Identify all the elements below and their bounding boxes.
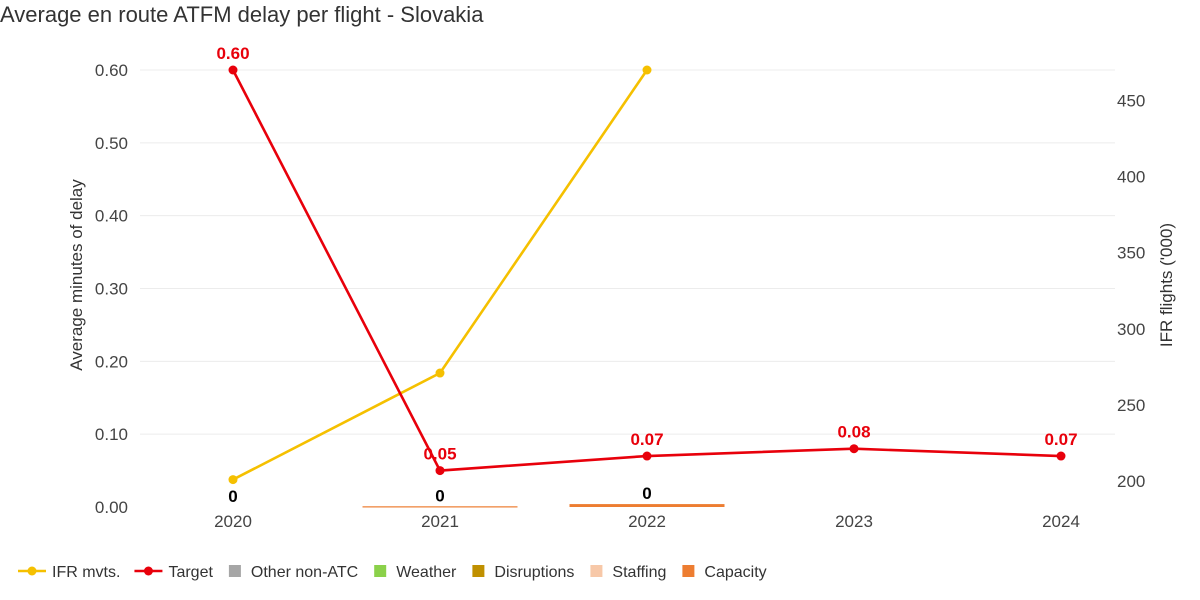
bar-capacity bbox=[569, 504, 725, 507]
y2-tick-label: 350 bbox=[1117, 244, 1145, 263]
legend-item-ifr-mvts[interactable]: IFR mvts. bbox=[18, 564, 120, 581]
point-target bbox=[642, 451, 652, 461]
legend-label: IFR mvts. bbox=[52, 564, 120, 581]
legend-item-disruptions[interactable]: Disruptions bbox=[472, 564, 574, 581]
y2-tick-label: 400 bbox=[1117, 168, 1145, 187]
legend-swatch-marker bbox=[143, 566, 153, 576]
y-axis-title: Average minutes of delay bbox=[67, 179, 86, 371]
y2-tick-label: 300 bbox=[1117, 320, 1145, 339]
target-value-label: 0.07 bbox=[630, 430, 663, 449]
y-tick-label: 0.00 bbox=[95, 498, 128, 517]
line-target bbox=[231, 69, 1062, 472]
legend[interactable]: IFR mvts. Target Other non-ATC Weather Disru… bbox=[18, 564, 767, 581]
x-tick-label: 2022 bbox=[628, 512, 666, 531]
bar-total-label: 0 bbox=[642, 484, 651, 503]
legend-swatch-box bbox=[472, 565, 485, 577]
x-tick-label: 2020 bbox=[214, 512, 252, 531]
legend-label: Weather bbox=[396, 564, 457, 581]
x-tick-label: 2021 bbox=[421, 512, 459, 531]
point-ifr-mvts bbox=[435, 368, 445, 378]
axes: 0.00 0.10 0.20 0.30 0.40 0.50 0.60 200 250 300 350… bbox=[67, 61, 1176, 531]
y-tick-label: 0.30 bbox=[95, 280, 128, 299]
point-ifr-mvts bbox=[642, 65, 652, 75]
target-value-label: 0.60 bbox=[216, 44, 249, 63]
legend-swatch-box bbox=[682, 565, 695, 577]
y2-axis-title: IFR flights ('000) bbox=[1157, 223, 1176, 347]
bar-total-label: 0 bbox=[228, 487, 237, 506]
legend-label: Target bbox=[168, 564, 213, 581]
point-target bbox=[435, 466, 445, 476]
legend-item-target[interactable]: Target bbox=[134, 564, 213, 581]
y2-tick-label: 250 bbox=[1117, 396, 1145, 415]
bar-total-label: 0 bbox=[435, 486, 444, 505]
y2-tick-label: 200 bbox=[1117, 472, 1145, 491]
x-tick-label: 2023 bbox=[835, 512, 873, 531]
y-tick-label: 0.10 bbox=[95, 425, 128, 444]
point-target bbox=[849, 444, 859, 454]
y-tick-label: 0.60 bbox=[95, 61, 128, 80]
data-labels: 0 0 0 0.60 0.05 0.07 0.08 0.07 bbox=[216, 44, 1077, 506]
legend-swatch-box bbox=[374, 565, 387, 577]
legend-item-capacity[interactable]: Capacity bbox=[682, 564, 767, 581]
legend-label: Disruptions bbox=[494, 564, 574, 581]
bar-capacity bbox=[362, 506, 518, 508]
point-target bbox=[1056, 451, 1066, 461]
line-ifr-mvts bbox=[232, 69, 649, 481]
target-value-label: 0.07 bbox=[1044, 430, 1077, 449]
x-tick-label: 2024 bbox=[1042, 512, 1080, 531]
point-target bbox=[228, 65, 238, 75]
y-tick-label: 0.50 bbox=[95, 134, 128, 153]
target-value-label: 0.08 bbox=[837, 423, 870, 442]
legend-label: Capacity bbox=[704, 564, 766, 581]
y-tick-label: 0.20 bbox=[95, 352, 128, 371]
point-ifr-mvts bbox=[228, 475, 238, 485]
legend-item-staffing[interactable]: Staffing bbox=[590, 564, 666, 581]
legend-swatch-box bbox=[590, 565, 603, 577]
chart-title: Average en route ATFM delay per flight -… bbox=[0, 2, 484, 27]
legend-swatch-box bbox=[228, 565, 241, 577]
legend-label: Other non-ATC bbox=[251, 564, 358, 581]
y-tick-label: 0.40 bbox=[95, 207, 128, 226]
legend-swatch-marker bbox=[27, 566, 37, 576]
bar-series bbox=[362, 504, 725, 508]
line-series bbox=[228, 65, 1066, 485]
target-value-label: 0.05 bbox=[423, 445, 456, 464]
legend-item-weather[interactable]: Weather bbox=[374, 564, 457, 581]
gridlines bbox=[140, 69, 1115, 435]
y2-tick-label: 450 bbox=[1117, 91, 1145, 110]
legend-label: Staffing bbox=[612, 564, 666, 581]
legend-item-other-non-atc[interactable]: Other non-ATC bbox=[228, 564, 358, 581]
